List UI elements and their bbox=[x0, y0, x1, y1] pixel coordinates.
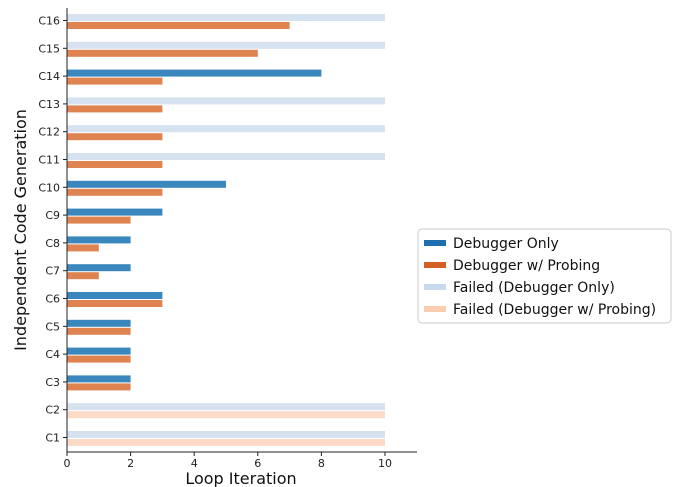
y-axis-label: Independent Code Generation bbox=[11, 109, 30, 351]
y-tick-label-c13: C13 bbox=[38, 98, 60, 111]
y-tick-label-c6: C6 bbox=[45, 293, 60, 306]
y-tick-label-c7: C7 bbox=[45, 265, 60, 278]
bar-debugger-probing-c10 bbox=[67, 188, 163, 196]
x-tick-label-4: 4 bbox=[191, 457, 198, 470]
legend: Debugger Only Debugger w/ Probing Failed (… bbox=[417, 228, 672, 324]
bar-debugger-only-c8 bbox=[67, 236, 131, 244]
legend-swatch-failed-debugger-probing bbox=[424, 306, 446, 312]
y-tick-label-c1: C1 bbox=[45, 432, 60, 445]
bar-debugger-probing-c15 bbox=[67, 49, 258, 57]
bar-debugger-only-c4 bbox=[67, 347, 131, 355]
x-tick-label-0: 0 bbox=[64, 457, 71, 470]
bar-debugger-probing-c11 bbox=[67, 161, 163, 168]
legend-label-failed-debugger-only: Failed (Debugger Only) bbox=[453, 280, 615, 296]
y-tick-label-c15: C15 bbox=[38, 42, 60, 55]
legend-label-debugger-only: Debugger Only bbox=[453, 236, 559, 252]
bar-debugger-only-c7 bbox=[67, 264, 131, 272]
bar-debugger-only-c6 bbox=[67, 292, 163, 299]
bar-debugger-only-c5 bbox=[67, 319, 131, 327]
x-tick-label-2: 2 bbox=[127, 457, 134, 470]
bar-debugger-probing-c13 bbox=[67, 105, 163, 113]
bar-failed-debugger-only-c15 bbox=[67, 41, 385, 49]
bar-debugger-only-c3 bbox=[67, 375, 131, 383]
legend-swatch-debugger-probing bbox=[424, 262, 446, 268]
y-tick-label-c11: C11 bbox=[38, 154, 60, 167]
bar-debugger-probing-c3 bbox=[67, 383, 131, 391]
x-tick-label-6: 6 bbox=[254, 457, 261, 470]
y-tick-label-c3: C3 bbox=[45, 376, 60, 389]
bar-debugger-probing-c4 bbox=[67, 355, 131, 363]
bar-failed-debugger-probing-c2 bbox=[67, 411, 385, 419]
bar-failed-debugger-only-c2 bbox=[67, 403, 385, 411]
y-tick-label-c5: C5 bbox=[45, 320, 60, 333]
y-tick-label-c12: C12 bbox=[38, 126, 60, 139]
legend-swatch-debugger-only bbox=[424, 240, 446, 246]
bar-failed-debugger-probing-c1 bbox=[67, 439, 385, 446]
bar-failed-debugger-only-c1 bbox=[67, 431, 385, 438]
y-tick-label-c10: C10 bbox=[38, 181, 60, 194]
bar-debugger-only-c14 bbox=[67, 69, 322, 77]
x-tick-label-8: 8 bbox=[318, 457, 325, 470]
bar-debugger-probing-c7 bbox=[67, 272, 99, 280]
bars-layer bbox=[67, 14, 385, 446]
legend-label-debugger-probing: Debugger w/ Probing bbox=[453, 258, 600, 274]
y-tick-label-c16: C16 bbox=[38, 15, 60, 28]
bar-debugger-only-c9 bbox=[67, 208, 163, 216]
bar-failed-debugger-only-c12 bbox=[67, 125, 385, 133]
bar-debugger-probing-c8 bbox=[67, 244, 99, 252]
bar-debugger-probing-c12 bbox=[67, 133, 163, 141]
bar-failed-debugger-only-c16 bbox=[67, 14, 385, 21]
x-axis-label: Loop Iteration bbox=[185, 469, 296, 487]
bar-debugger-probing-c6 bbox=[67, 300, 163, 307]
bar-debugger-only-c10 bbox=[67, 180, 226, 188]
y-tick-label-c9: C9 bbox=[45, 209, 60, 222]
y-tick-label-c4: C4 bbox=[45, 348, 60, 361]
bar-debugger-probing-c5 bbox=[67, 327, 131, 335]
legend-swatch-failed-debugger-only bbox=[424, 284, 446, 290]
y-tick-label-c2: C2 bbox=[45, 404, 60, 417]
legend-frame bbox=[417, 228, 672, 324]
y-tick-label-c14: C14 bbox=[38, 70, 60, 83]
axes-layer: C16C15C14C13C12C11C10C9C8C7C6C5C4C3C2C10… bbox=[38, 8, 417, 470]
y-tick-label-c8: C8 bbox=[45, 237, 60, 250]
bar-debugger-probing-c16 bbox=[67, 22, 290, 29]
bar-debugger-probing-c9 bbox=[67, 216, 131, 224]
bar-failed-debugger-only-c13 bbox=[67, 97, 385, 105]
bar-debugger-probing-c14 bbox=[67, 77, 163, 85]
bar-failed-debugger-only-c11 bbox=[67, 153, 385, 160]
x-tick-label-10: 10 bbox=[378, 457, 392, 470]
legend-label-failed-debugger-probing: Failed (Debugger w/ Probing) bbox=[453, 302, 656, 318]
